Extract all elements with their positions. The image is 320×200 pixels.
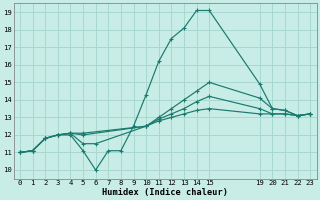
- X-axis label: Humidex (Indice chaleur): Humidex (Indice chaleur): [102, 188, 228, 197]
